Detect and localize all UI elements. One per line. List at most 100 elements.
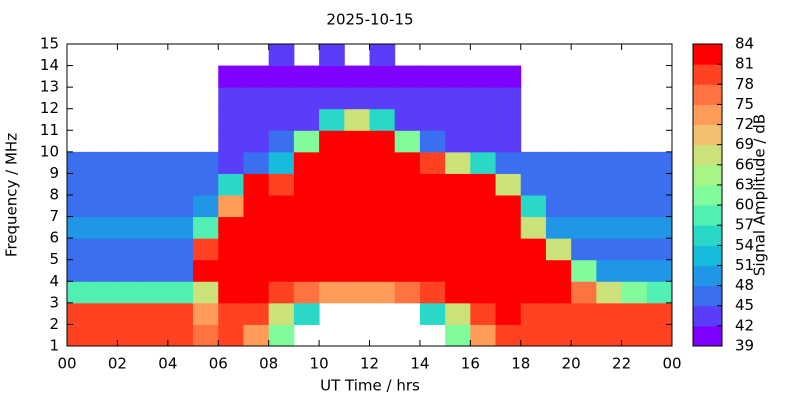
- y-tick-label: 5: [49, 250, 59, 268]
- heatmap-cell: [470, 130, 497, 153]
- y-tick-label: 11: [40, 121, 59, 139]
- colorbar-tick-label: 84: [735, 35, 754, 53]
- heatmap-cell: [369, 108, 396, 131]
- heatmap-cell: [193, 281, 219, 304]
- heatmap-cell: [142, 216, 169, 239]
- heatmap-cell: [243, 302, 270, 325]
- heatmap-cell: [92, 173, 118, 196]
- heatmap-cell: [344, 238, 370, 261]
- heatmap-cell: [621, 302, 648, 325]
- heatmap-cell: [319, 173, 345, 196]
- heatmap-cell: [470, 173, 497, 196]
- heatmap-cell: [319, 65, 345, 88]
- y-tick-label: 14: [40, 56, 59, 74]
- heatmap-cell: [67, 173, 93, 196]
- heatmap-cell: [571, 259, 597, 282]
- heatmap-cell: [293, 195, 320, 218]
- heatmap-cell: [470, 238, 497, 261]
- x-tick-label: 10: [310, 355, 329, 373]
- heatmap-cell: [293, 259, 320, 282]
- heatmap-cell: [545, 259, 572, 282]
- heatmap-cell: [369, 173, 396, 196]
- heatmap-cell: [293, 173, 320, 196]
- colorbar-tick-label: 69: [735, 135, 754, 153]
- heatmap-cell: [344, 195, 370, 218]
- heatmap-cell: [419, 130, 446, 153]
- heatmap-cell: [470, 65, 497, 88]
- colorbar-band: [693, 104, 722, 126]
- heatmap-cell: [218, 281, 244, 304]
- colorbar-band: [693, 285, 722, 307]
- heatmap-cell: [545, 216, 572, 239]
- heatmap-cell: [218, 130, 244, 153]
- y-tick-label: 9: [49, 164, 59, 182]
- heatmap-cell: [369, 65, 396, 88]
- heatmap-cell: [268, 130, 295, 153]
- colorbar-label: Signal Amplitude / dB: [751, 114, 769, 276]
- heatmap-cell: [520, 216, 547, 239]
- heatmap-cell: [445, 195, 471, 218]
- heatmap-cell: [419, 87, 446, 110]
- heatmap-cell: [470, 302, 497, 325]
- heatmap-cell: [193, 324, 219, 347]
- heatmap-cell: [621, 324, 648, 347]
- heatmap-cell: [621, 216, 648, 239]
- heatmap-cell: [243, 151, 270, 174]
- heatmap-cell: [419, 259, 446, 282]
- heatmap-cell: [545, 195, 572, 218]
- heatmap-cell: [545, 281, 572, 304]
- heatmap-cell: [495, 302, 522, 325]
- heatmap-cell: [142, 302, 169, 325]
- colorbar-band: [693, 84, 722, 105]
- colorbar-tick-label: 54: [735, 236, 754, 254]
- heatmap-cell: [445, 324, 471, 347]
- heatmap-cell: [419, 302, 446, 325]
- heatmap-cell: [596, 151, 623, 174]
- heatmap-cell: [369, 259, 396, 282]
- heatmap-cell: [243, 324, 270, 347]
- heatmap-cell: [218, 151, 244, 174]
- heatmap-cell: [142, 173, 169, 196]
- heatmap-cell: [571, 151, 597, 174]
- colorbar-band: [693, 225, 722, 246]
- heatmap-cell: [142, 324, 169, 347]
- colorbar-tick-label: 63: [735, 175, 754, 193]
- heatmap-cell: [293, 281, 320, 304]
- y-tick-label: 7: [49, 207, 59, 225]
- heatmap-cell: [495, 216, 522, 239]
- heatmap-cell: [369, 281, 396, 304]
- heatmap-cell: [344, 108, 370, 131]
- y-tick-label: 10: [40, 142, 59, 160]
- heatmap-cell: [470, 108, 497, 131]
- heatmap-cell: [67, 302, 93, 325]
- heatmap-cell: [394, 281, 421, 304]
- heatmap-cell: [445, 238, 471, 261]
- heatmap-cell: [646, 216, 673, 239]
- heatmap-cell: [67, 151, 93, 174]
- x-tick-label: 06: [209, 355, 228, 373]
- heatmap-cell: [596, 195, 623, 218]
- heatmap-cell: [646, 238, 673, 261]
- heatmap-cell: [167, 324, 194, 347]
- colorbar-band: [693, 325, 722, 347]
- heatmap-cell: [646, 173, 673, 196]
- heatmap-cell: [117, 302, 144, 325]
- heatmap-cell: [319, 130, 345, 153]
- heatmap-cell: [243, 281, 270, 304]
- heatmap-cell: [621, 281, 648, 304]
- heatmap-cell: [445, 281, 471, 304]
- heatmap-cell: [167, 259, 194, 282]
- heatmap-cell: [419, 151, 446, 174]
- heatmap-cell: [419, 238, 446, 261]
- heatmap-cell: [495, 87, 522, 110]
- heatmap-cell: [293, 65, 320, 88]
- heatmap-cell: [167, 151, 194, 174]
- heatmap-cell: [268, 281, 295, 304]
- heatmap-cell: [218, 324, 244, 347]
- heatmap-cell: [293, 151, 320, 174]
- heatmap-cell: [419, 65, 446, 88]
- colorbar-tick-label: 60: [735, 196, 754, 214]
- heatmap-cell: [394, 238, 421, 261]
- heatmap-cell: [293, 130, 320, 153]
- x-tick-label: 20: [562, 355, 581, 373]
